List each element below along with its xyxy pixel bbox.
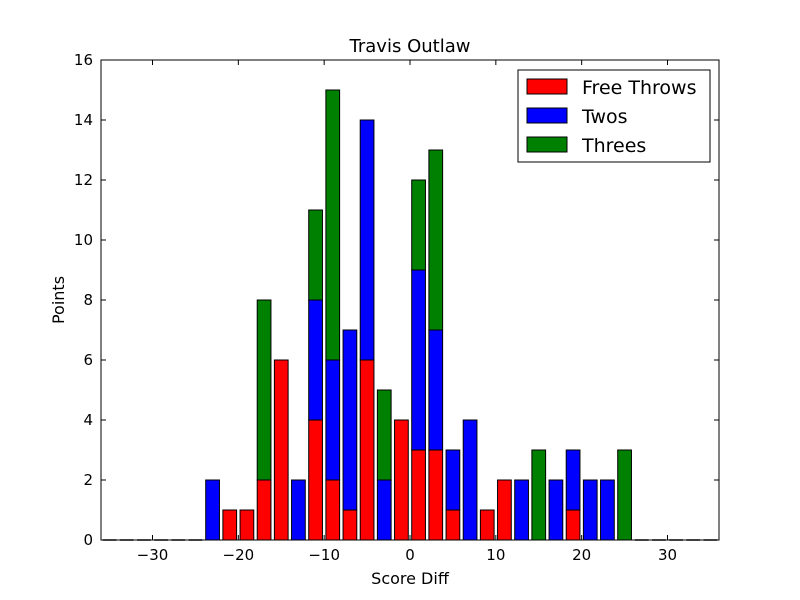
bar-free-throws (342, 509, 358, 541)
bar-twos (548, 479, 564, 541)
x-tick-label: 30 (658, 546, 677, 564)
bar-twos (565, 449, 581, 511)
bar-twos (325, 359, 341, 481)
bar-free-throws (411, 449, 426, 541)
y-tick-label: 8 (83, 291, 93, 309)
bar-twos (376, 479, 392, 541)
x-tick-label: −30 (137, 546, 169, 564)
bar-threes (531, 449, 547, 541)
bar-twos (445, 449, 461, 511)
x-axis-label: Score Diff (371, 569, 450, 588)
bar-twos (462, 419, 478, 541)
bar-threes (428, 149, 444, 331)
y-tick-label: 10 (74, 231, 93, 249)
bars-layer (102, 89, 718, 541)
bar-threes (325, 89, 341, 361)
bar-free-throws (256, 479, 272, 541)
bar-threes (411, 179, 426, 271)
bar-twos (411, 269, 426, 451)
bar-free-throws (239, 509, 255, 541)
y-tick-label: 6 (83, 351, 93, 369)
bar-free-throws (273, 359, 289, 541)
x-tick-label: 10 (486, 546, 505, 564)
bar-twos (514, 479, 529, 541)
bar-free-throws (445, 509, 461, 541)
legend-label-threes: Threes (581, 135, 646, 157)
x-tick-label: 0 (405, 546, 415, 564)
y-axis-label: Points (49, 276, 68, 324)
bar-free-throws (565, 509, 581, 541)
bar-twos (308, 299, 323, 421)
bar-threes (376, 389, 392, 481)
legend-label-free-throws: Free Throws (582, 77, 696, 99)
y-tick-label: 12 (74, 171, 93, 189)
bar-free-throws (497, 479, 512, 541)
bar-free-throws (479, 509, 495, 541)
bar-twos (359, 119, 375, 361)
bar-free-throws (222, 509, 238, 541)
legend-swatch-free-throws (526, 78, 568, 95)
bar-twos (205, 479, 220, 541)
legend-swatch-threes (526, 136, 568, 153)
y-tick-label: 0 (83, 531, 93, 549)
legend: Free Throws Twos Threes (517, 69, 711, 163)
legend-label-twos: Twos (581, 106, 628, 128)
legend-swatch-twos (526, 107, 568, 124)
y-tick-label: 14 (74, 111, 93, 129)
bar-free-throws (359, 359, 375, 541)
bar-free-throws (325, 479, 341, 541)
bar-free-throws (394, 419, 409, 541)
chart-title: Travis Outlaw (349, 36, 471, 57)
bar-twos (600, 479, 615, 541)
x-tick-label: −20 (223, 546, 255, 564)
bar-free-throws (428, 449, 444, 541)
bar-free-throws (308, 419, 323, 541)
bar-twos (342, 329, 358, 511)
y-tick-label: 16 (74, 51, 93, 69)
ticks-layer: −30 −20 −10 0 10 20 30 0 2 4 6 8 10 12 14 16 (74, 51, 719, 564)
x-tick-label: 20 (572, 546, 591, 564)
bar-twos (582, 479, 598, 541)
bar-threes (617, 449, 632, 541)
bar-twos (428, 329, 444, 451)
bar-threes (256, 299, 272, 481)
y-tick-label: 2 (83, 471, 93, 489)
bar-threes (308, 209, 323, 301)
y-tick-label: 4 (83, 411, 93, 429)
bar-twos (291, 479, 306, 541)
x-tick-label: −10 (308, 546, 340, 564)
